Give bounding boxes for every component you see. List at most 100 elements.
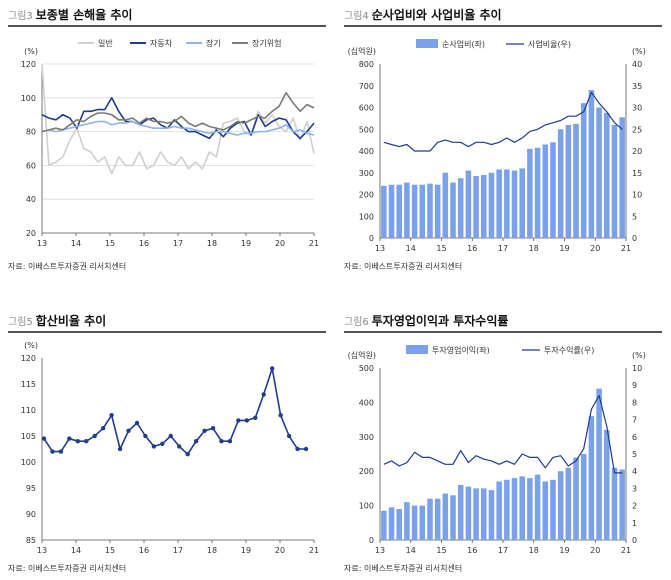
legend-label: 사업비율(우) <box>528 40 571 49</box>
data-point <box>67 436 72 441</box>
x-tick-label: 13 <box>375 244 385 253</box>
x-tick-label: 17 <box>498 546 508 555</box>
bar <box>427 183 433 238</box>
y-tick-label: 85 <box>26 536 36 545</box>
x-tick-label: 13 <box>37 546 47 555</box>
bar <box>588 90 595 238</box>
y-tick-label: 0 <box>369 536 374 545</box>
y2-tick-label: 30 <box>632 104 642 113</box>
loss-ratio-chart: (%) 20 40 60 80 100 120 13 14 15 16 17 18 19 20 21 일반 자동차… <box>21 38 319 248</box>
bar <box>419 184 426 238</box>
y-axis-unit: (%) <box>24 47 38 56</box>
bar <box>450 182 456 238</box>
series-line-자동차 <box>41 97 315 140</box>
y2-tick-label: 0 <box>632 536 637 545</box>
y-tick-label: 120 <box>21 60 36 69</box>
x-tick-label: 13 <box>375 546 385 555</box>
data-point <box>177 444 182 449</box>
y2-tick-label: 8 <box>632 398 637 407</box>
y-tick-label: 60 <box>26 161 36 170</box>
data-point <box>143 433 148 439</box>
figure-number: 그림3 <box>8 11 33 22</box>
bar <box>527 478 533 540</box>
figure-title: 순사업비와 사업비율 추이 <box>371 8 502 22</box>
data-point <box>92 433 97 439</box>
data-point <box>151 444 157 449</box>
x-tick-label: 16 <box>139 546 149 555</box>
bar <box>481 488 487 540</box>
y-tick-label: 400 <box>359 398 374 407</box>
y-tick-label: 400 <box>359 147 374 156</box>
y-tick-label: 100 <box>21 94 36 103</box>
bar <box>388 507 395 540</box>
bar <box>396 184 402 238</box>
legend-swatch-bar <box>406 345 428 354</box>
y2-tick-label: 20 <box>632 147 642 156</box>
x-tick-label: 20 <box>590 546 600 555</box>
data-point <box>109 413 114 418</box>
bar <box>465 170 472 238</box>
bar <box>588 416 595 540</box>
bar <box>557 129 564 238</box>
bar <box>404 502 410 540</box>
y-tick-label: 90 <box>26 510 36 519</box>
y2-tick-label: 10 <box>632 191 642 200</box>
source-note: 자료: 이베스트투자증권 리서치센터 <box>8 564 127 573</box>
y-tick-label: 95 <box>26 484 36 493</box>
bar <box>604 429 610 540</box>
data-point <box>236 418 241 423</box>
bar <box>565 124 572 238</box>
x-tick-label: 17 <box>498 244 508 253</box>
y2-tick-label: 15 <box>632 169 642 178</box>
y-tick-label: 500 <box>359 364 374 373</box>
data-point <box>50 449 55 454</box>
legend-label: 투자영업이익(좌) <box>432 345 490 355</box>
legend-label: 자동차 <box>150 39 173 48</box>
y-tick-label: 115 <box>21 380 36 389</box>
data-point <box>269 366 275 371</box>
x-tick-label: 20 <box>275 239 285 248</box>
data-point <box>41 436 47 441</box>
data-point <box>168 433 173 439</box>
figure-number: 그림5 <box>8 317 33 328</box>
bar <box>580 103 587 239</box>
x-tick-label: 15 <box>436 546 446 555</box>
x-tick-label: 13 <box>37 239 47 248</box>
bar <box>511 478 518 540</box>
y2-tick-label: 5 <box>632 450 637 459</box>
bar <box>573 457 579 540</box>
chart-panel-investment: 그림6 투자영업이익과 투자수익률 (십억원) 0 100 200 300 400 500 13… <box>344 312 662 580</box>
x-tick-label: 18 <box>529 546 539 555</box>
y-tick-label: 40 <box>26 195 36 204</box>
bar <box>465 486 472 540</box>
x-tick-label: 17 <box>173 239 183 248</box>
chart-panel-combined-ratio: 그림5 합산비율 추이 (%) 85 90 95 100 105 110 115 120 13 14 1… <box>8 312 326 580</box>
x-tick-label: 16 <box>467 546 477 555</box>
bar <box>619 469 625 540</box>
x-tick-label: 20 <box>590 244 600 253</box>
legend-label: 일반 <box>98 39 113 48</box>
bar <box>488 172 495 238</box>
bar <box>604 112 610 238</box>
y-tick-label: 80 <box>26 128 36 137</box>
combined-ratio-chart: (%) 85 90 95 100 105 110 115 120 13 14 15 16 17 18 19 20… <box>21 341 319 555</box>
x-tick-label: 18 <box>207 546 217 555</box>
legend-label: 순사업비(좌) <box>442 40 485 49</box>
data-point <box>185 452 190 457</box>
x-tick-label: 18 <box>207 239 217 248</box>
title-rule <box>8 331 326 333</box>
x-tick-label: 19 <box>559 546 569 555</box>
y-tick-label: 200 <box>359 191 374 200</box>
x-tick-label: 21 <box>621 546 631 555</box>
x-tick-label: 21 <box>309 546 319 555</box>
bar <box>434 184 441 238</box>
data-point <box>286 433 292 439</box>
data-point <box>126 428 131 433</box>
bar <box>442 493 449 540</box>
panel-title: 그림5 합산비율 추이 <box>8 312 106 329</box>
bar <box>457 178 464 238</box>
bar <box>388 184 395 238</box>
y2-tick-label: 9 <box>632 381 637 390</box>
